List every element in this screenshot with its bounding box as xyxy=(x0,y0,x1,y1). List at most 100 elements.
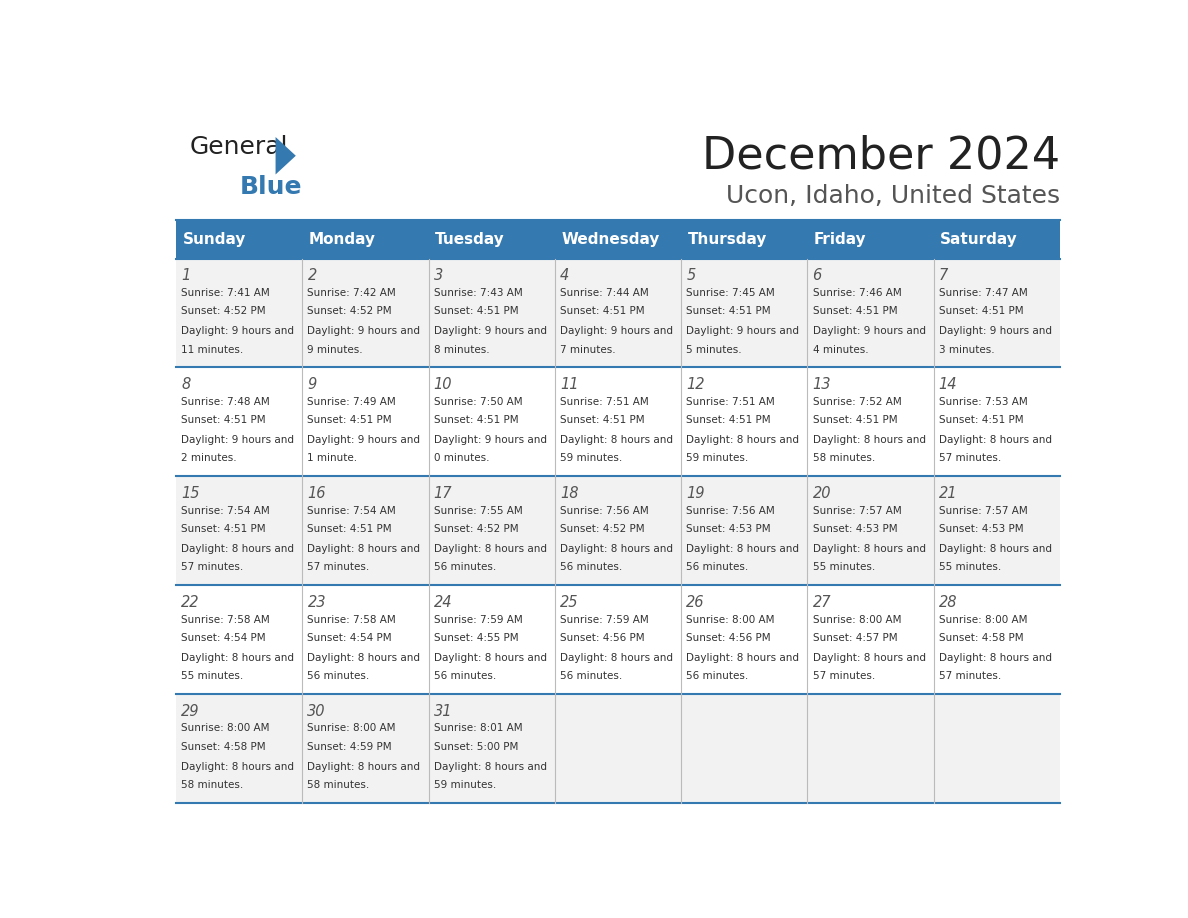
Text: 29: 29 xyxy=(182,704,200,719)
Bar xyxy=(303,219,429,259)
Bar xyxy=(808,219,934,259)
Text: Sunrise: 7:45 AM: Sunrise: 7:45 AM xyxy=(687,288,775,298)
Text: Sunset: 4:53 PM: Sunset: 4:53 PM xyxy=(687,524,771,534)
Bar xyxy=(934,585,1060,694)
Text: Sunrise: 7:54 AM: Sunrise: 7:54 AM xyxy=(182,506,270,516)
Text: 20: 20 xyxy=(813,487,832,501)
Text: Saturday: Saturday xyxy=(940,231,1018,247)
Text: 59 minutes.: 59 minutes. xyxy=(434,780,495,790)
Bar xyxy=(176,219,303,259)
Text: 57 minutes.: 57 minutes. xyxy=(308,563,369,572)
Text: Sunset: 4:51 PM: Sunset: 4:51 PM xyxy=(182,415,266,425)
Text: Wednesday: Wednesday xyxy=(561,231,659,247)
Bar xyxy=(176,694,303,803)
Text: Daylight: 8 hours and: Daylight: 8 hours and xyxy=(308,762,421,771)
Bar xyxy=(303,367,429,476)
Text: Sunrise: 8:01 AM: Sunrise: 8:01 AM xyxy=(434,723,523,733)
Text: Daylight: 8 hours and: Daylight: 8 hours and xyxy=(687,543,800,554)
Bar xyxy=(429,219,555,259)
Text: Monday: Monday xyxy=(309,231,375,247)
Bar xyxy=(555,585,681,694)
Text: 56 minutes.: 56 minutes. xyxy=(434,563,495,572)
Text: Daylight: 8 hours and: Daylight: 8 hours and xyxy=(813,543,925,554)
Text: Sunset: 5:00 PM: Sunset: 5:00 PM xyxy=(434,742,518,752)
Text: Sunday: Sunday xyxy=(183,231,246,247)
Text: 2 minutes.: 2 minutes. xyxy=(182,453,236,464)
Text: Daylight: 8 hours and: Daylight: 8 hours and xyxy=(182,653,295,663)
Text: Sunrise: 7:57 AM: Sunrise: 7:57 AM xyxy=(939,506,1028,516)
Text: Sunset: 4:56 PM: Sunset: 4:56 PM xyxy=(560,633,645,644)
Text: Daylight: 8 hours and: Daylight: 8 hours and xyxy=(939,435,1051,445)
Text: Sunset: 4:51 PM: Sunset: 4:51 PM xyxy=(434,415,518,425)
Bar xyxy=(555,367,681,476)
Text: Daylight: 8 hours and: Daylight: 8 hours and xyxy=(687,653,800,663)
Text: Sunset: 4:51 PM: Sunset: 4:51 PM xyxy=(687,415,771,425)
Bar xyxy=(176,259,303,367)
Text: Sunset: 4:51 PM: Sunset: 4:51 PM xyxy=(434,307,518,317)
Text: Sunset: 4:55 PM: Sunset: 4:55 PM xyxy=(434,633,518,644)
Text: 59 minutes.: 59 minutes. xyxy=(560,453,623,464)
Text: Tuesday: Tuesday xyxy=(435,231,505,247)
Text: 6: 6 xyxy=(813,268,822,284)
Text: Thursday: Thursday xyxy=(688,231,767,247)
Text: 57 minutes.: 57 minutes. xyxy=(813,671,874,681)
Text: Sunset: 4:52 PM: Sunset: 4:52 PM xyxy=(434,524,518,534)
Text: Sunrise: 7:58 AM: Sunrise: 7:58 AM xyxy=(182,614,270,624)
Text: Sunrise: 7:49 AM: Sunrise: 7:49 AM xyxy=(308,397,396,407)
Text: Daylight: 9 hours and: Daylight: 9 hours and xyxy=(939,326,1051,336)
Bar xyxy=(808,259,934,367)
Text: Sunset: 4:53 PM: Sunset: 4:53 PM xyxy=(939,524,1023,534)
Text: Sunrise: 8:00 AM: Sunrise: 8:00 AM xyxy=(182,723,270,733)
Text: Friday: Friday xyxy=(814,231,866,247)
Bar xyxy=(555,219,681,259)
Text: Daylight: 9 hours and: Daylight: 9 hours and xyxy=(434,435,546,445)
Text: Sunset: 4:51 PM: Sunset: 4:51 PM xyxy=(308,524,392,534)
Text: 12: 12 xyxy=(687,377,704,392)
Text: 13: 13 xyxy=(813,377,832,392)
Bar xyxy=(808,694,934,803)
Bar xyxy=(681,219,808,259)
Text: 17: 17 xyxy=(434,487,453,501)
Text: 2: 2 xyxy=(308,268,317,284)
Text: Daylight: 8 hours and: Daylight: 8 hours and xyxy=(560,543,672,554)
Bar xyxy=(555,259,681,367)
Text: Sunrise: 7:57 AM: Sunrise: 7:57 AM xyxy=(813,506,902,516)
Text: 57 minutes.: 57 minutes. xyxy=(939,453,1001,464)
Text: Daylight: 8 hours and: Daylight: 8 hours and xyxy=(687,435,800,445)
Text: 8: 8 xyxy=(182,377,190,392)
Bar xyxy=(429,367,555,476)
Text: Sunset: 4:52 PM: Sunset: 4:52 PM xyxy=(182,307,266,317)
Text: 56 minutes.: 56 minutes. xyxy=(560,671,623,681)
Text: Daylight: 8 hours and: Daylight: 8 hours and xyxy=(182,543,295,554)
Text: Daylight: 9 hours and: Daylight: 9 hours and xyxy=(308,435,421,445)
Text: Daylight: 8 hours and: Daylight: 8 hours and xyxy=(434,543,546,554)
Text: 11 minutes.: 11 minutes. xyxy=(182,344,244,354)
Text: Sunset: 4:51 PM: Sunset: 4:51 PM xyxy=(813,307,897,317)
Text: Sunrise: 7:41 AM: Sunrise: 7:41 AM xyxy=(182,288,270,298)
Bar xyxy=(429,476,555,585)
Text: 56 minutes.: 56 minutes. xyxy=(560,563,623,572)
Text: Sunset: 4:51 PM: Sunset: 4:51 PM xyxy=(560,307,645,317)
Text: 25: 25 xyxy=(560,595,579,610)
Text: Daylight: 8 hours and: Daylight: 8 hours and xyxy=(308,543,421,554)
Text: 26: 26 xyxy=(687,595,704,610)
Text: Sunrise: 7:50 AM: Sunrise: 7:50 AM xyxy=(434,397,523,407)
Bar xyxy=(808,585,934,694)
Text: Sunset: 4:58 PM: Sunset: 4:58 PM xyxy=(939,633,1023,644)
Text: 56 minutes.: 56 minutes. xyxy=(687,671,748,681)
Text: 9: 9 xyxy=(308,377,317,392)
Bar xyxy=(934,476,1060,585)
Text: 31: 31 xyxy=(434,704,453,719)
Text: Daylight: 8 hours and: Daylight: 8 hours and xyxy=(560,435,672,445)
Text: Sunrise: 7:43 AM: Sunrise: 7:43 AM xyxy=(434,288,523,298)
Text: Sunset: 4:56 PM: Sunset: 4:56 PM xyxy=(687,633,771,644)
Text: Sunrise: 7:48 AM: Sunrise: 7:48 AM xyxy=(182,397,270,407)
Text: Sunrise: 7:54 AM: Sunrise: 7:54 AM xyxy=(308,506,396,516)
Bar xyxy=(808,367,934,476)
Text: Ucon, Idaho, United States: Ucon, Idaho, United States xyxy=(726,185,1060,208)
Bar xyxy=(555,694,681,803)
Text: Sunset: 4:57 PM: Sunset: 4:57 PM xyxy=(813,633,897,644)
Text: 15: 15 xyxy=(182,487,200,501)
Bar xyxy=(176,585,303,694)
Text: 19: 19 xyxy=(687,487,704,501)
